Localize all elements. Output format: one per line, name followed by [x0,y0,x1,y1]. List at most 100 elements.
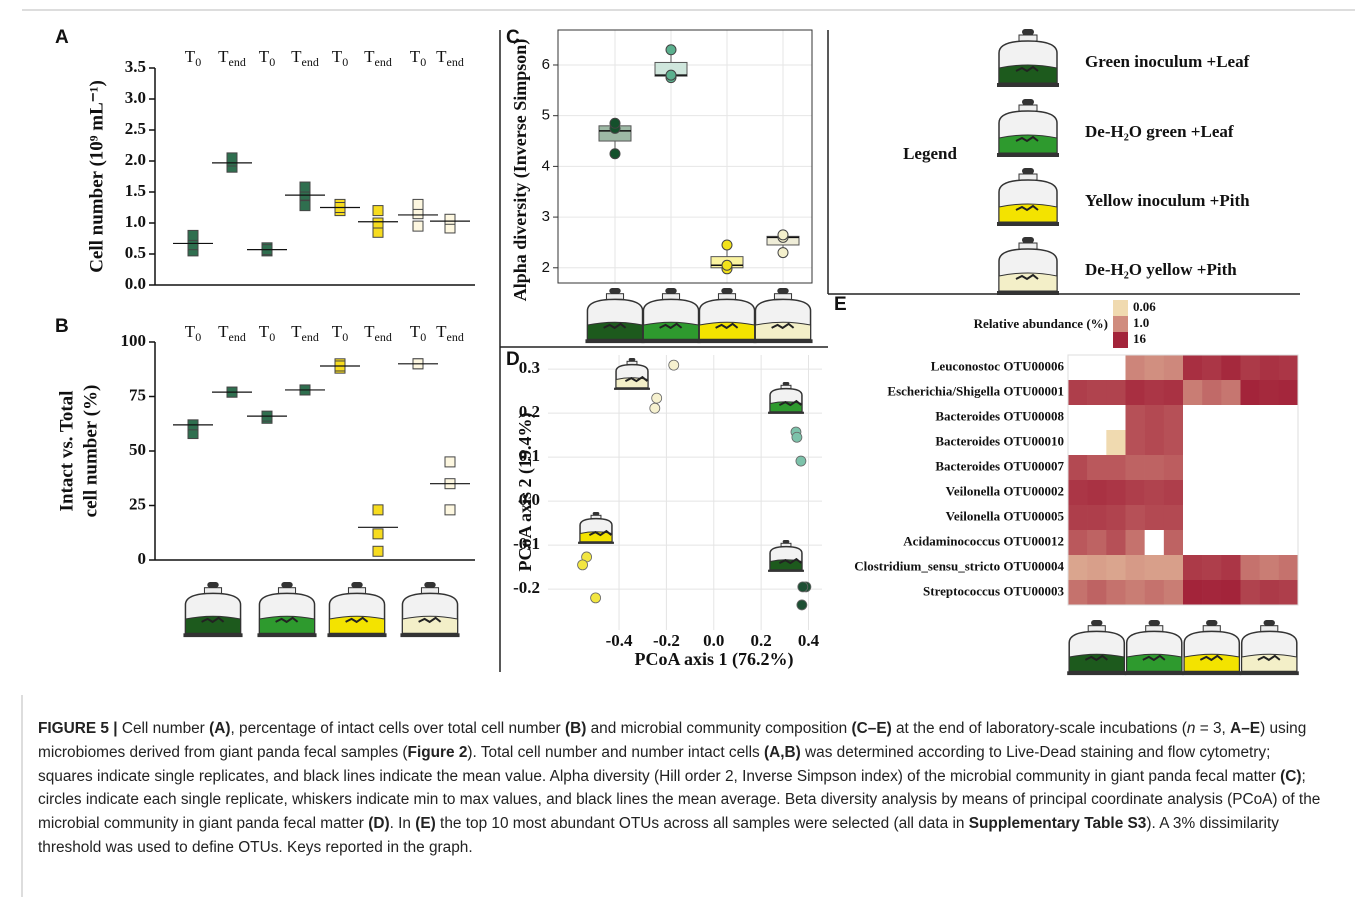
heat-cell [1126,505,1145,530]
heat-cell [1126,580,1145,605]
jar-content [402,616,457,633]
y-tick-label: 0 [138,549,147,568]
heat-cell [1068,455,1087,480]
replicate-square [413,209,423,219]
caption-run: . In [390,815,416,832]
category-label: Tend [218,322,246,344]
heat-cell [1183,580,1202,605]
jar-content [185,616,240,633]
category-label: Tend [291,322,319,344]
heat-cell [1241,505,1260,530]
category-label: Tend [364,47,392,69]
heat-cell [1241,430,1260,455]
caption-run: (B) [565,720,586,737]
jar-neck [774,294,791,300]
heat-cell [1221,555,1240,580]
heat-cell [1183,430,1202,455]
heat-cell [1164,430,1183,455]
heat-cell [1145,380,1164,405]
y-axis-label: Alpha diversity (Inverse Simpson) [510,39,531,302]
x-tick-label: -0.2 [653,631,680,650]
replicate-point [610,118,620,128]
heat-cell [1126,530,1145,555]
heat-cell [1126,455,1145,480]
row-label: Leuconostoc OTU00006 [931,358,1065,373]
y-axis-label: cell number (%) [80,385,101,518]
heat-cell [1087,555,1106,580]
heat-cell [1221,355,1240,380]
jar-knob [281,582,292,588]
jar-base [327,633,386,637]
category-label: T0 [259,47,275,69]
heat-cell [1241,355,1260,380]
replicate-square [445,457,455,467]
heat-cell [1164,480,1183,505]
caption-run: , percentage of intact cells over total … [230,720,565,737]
row-label: Escherichia/Shigella OTU00001 [887,383,1064,398]
x-tick-label: 0.2 [751,631,772,650]
heat-cell [1145,355,1164,380]
jar-icon [257,582,316,637]
row-label: Acidaminococcus OTU00012 [903,533,1064,548]
replicate-square [373,546,383,556]
replicate-square [373,505,383,515]
heat-cell [1106,430,1125,455]
heat-cell [1183,480,1202,505]
heat-cell [1279,355,1298,380]
heat-cell [1087,455,1106,480]
legend-title: Relative abundance (%) [974,316,1108,331]
heat-cell [1145,580,1164,605]
heat-cell [1106,555,1125,580]
heat-cell [1164,455,1183,480]
panel-letter: D [506,349,520,370]
caption-run: ). Total cell number and number intact c… [467,744,764,761]
jar-neck [1088,626,1105,632]
heat-cell [1126,380,1145,405]
point [578,560,588,570]
replicate-point [666,45,676,55]
caption-run: the top 10 most abundant OTUs across all… [436,815,969,832]
jar-knob [1022,99,1034,105]
heat-cell [1183,555,1202,580]
heat-cell [1164,555,1183,580]
category-label: Tend [364,322,392,344]
heat-cell [1260,480,1279,505]
legend-label: Green inoculum +Leaf [1085,52,1250,71]
heat-cell [1183,355,1202,380]
point [792,432,802,442]
category-label: T0 [185,47,201,69]
legend-label: De-H₂O green +Leaf [1085,122,1234,141]
point [798,582,808,592]
heat-cell [1279,430,1298,455]
jar-base [578,542,614,544]
heat-cell [1279,505,1298,530]
jar-content [999,273,1057,291]
caption-run: (C–E) [852,720,892,737]
heat-cell [1087,355,1106,380]
heat-cell [1221,530,1240,555]
jar-neck [1019,105,1037,111]
jar-content [755,322,810,339]
heat-cell [1126,405,1145,430]
heat-cell [1145,430,1164,455]
y-tick-label: 0.3 [519,358,540,377]
jar-knob [777,288,788,294]
y-tick-label: 0.0 [125,274,146,293]
jar-content [699,322,754,339]
row-label: Bacteroides OTU00008 [935,408,1064,423]
jar-knob [424,582,435,588]
heat-cell [1221,405,1240,430]
heat-cell [1145,530,1164,555]
category-label: T0 [332,47,348,69]
row-label: Veilonella OTU00005 [946,508,1065,523]
heat-cell [1087,405,1106,430]
jar-icon [183,582,242,637]
heat-cell [1241,405,1260,430]
jar-base [400,633,459,637]
replicate-square [373,206,383,216]
replicate-point [722,260,732,270]
heat-cell [1087,580,1106,605]
heat-cell [1145,505,1164,530]
legend-label: De-H₂O yellow +Pith [1085,260,1237,279]
jar-base [697,339,756,343]
